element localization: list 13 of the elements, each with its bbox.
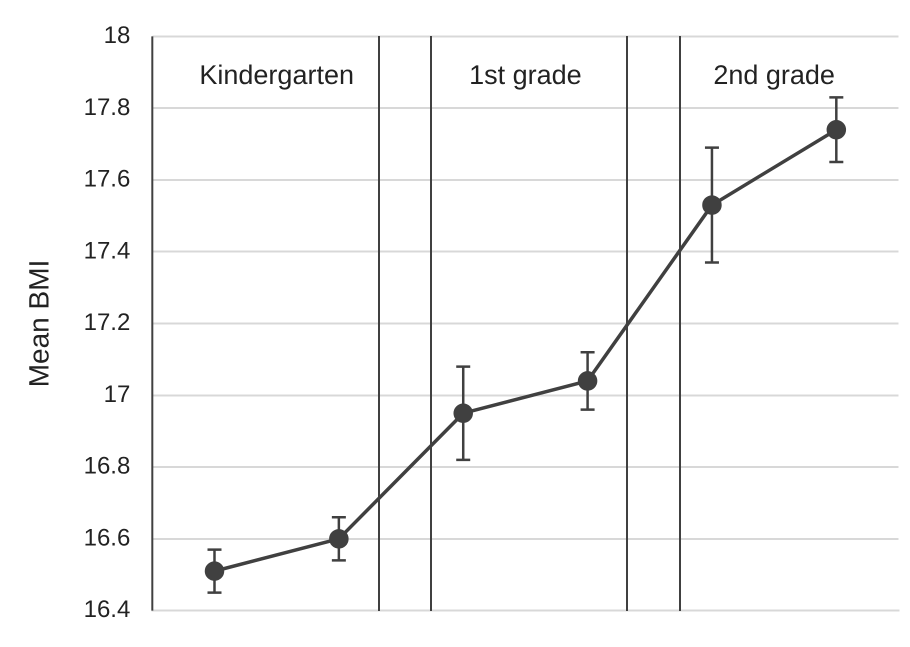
y-tick-label: 16.6 (84, 524, 130, 552)
y-tick-label: 17.8 (84, 94, 130, 121)
y-tick-label: 17.2 (84, 309, 130, 336)
annotation: Kindergarten (199, 60, 354, 90)
y-axis-title: Mean BMI (24, 260, 55, 388)
annotation: 2nd grade (713, 60, 835, 90)
y-tick-label: 17 (104, 380, 130, 408)
y-tick-label: 17.6 (84, 166, 130, 193)
y-tick-label: 16.8 (84, 452, 130, 480)
y-tick-label: 16.4 (84, 596, 130, 624)
annotation: 1st grade (469, 60, 582, 90)
y-tick-label: 17.4 (84, 237, 130, 264)
y-tick-label: 18 (104, 22, 130, 50)
